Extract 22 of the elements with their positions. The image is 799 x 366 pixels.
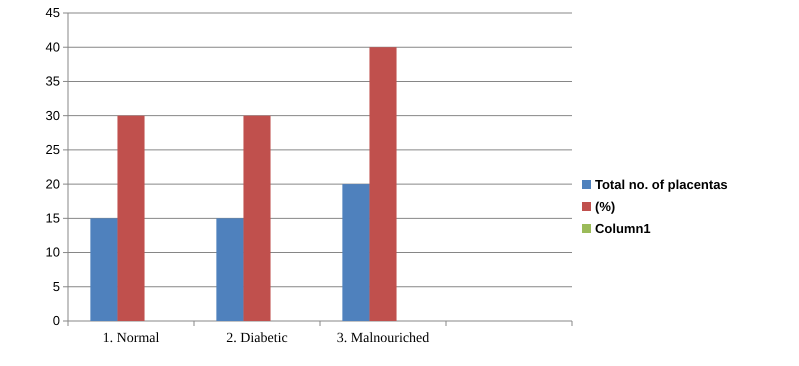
x-tick-label: 1. Normal — [102, 331, 160, 346]
y-tick-label: 30 — [46, 108, 60, 123]
y-tick-label: 35 — [46, 74, 60, 89]
y-tick-label: 25 — [46, 142, 60, 158]
bar — [243, 116, 271, 321]
legend-label: Column1 — [595, 221, 651, 236]
y-tick-label: 40 — [46, 39, 60, 54]
y-tick-label: 10 — [46, 244, 60, 260]
legend-label: Total no. of placentas — [595, 177, 728, 192]
y-tick-label: 5 — [52, 278, 60, 294]
x-tick-label: 2. Diabetic — [226, 331, 288, 346]
y-tick-label: 0 — [52, 313, 60, 328]
y-tick-label: 15 — [46, 210, 60, 226]
x-tick-label: 3. Malnouriched — [336, 331, 430, 346]
bar — [216, 218, 244, 321]
bar — [90, 218, 118, 321]
y-tick-label: 20 — [46, 176, 60, 192]
bar — [342, 184, 370, 321]
legend-label: (%) — [595, 199, 616, 214]
y-tick-label: 45 — [46, 5, 60, 20]
bar — [117, 116, 145, 321]
bar — [369, 47, 397, 321]
